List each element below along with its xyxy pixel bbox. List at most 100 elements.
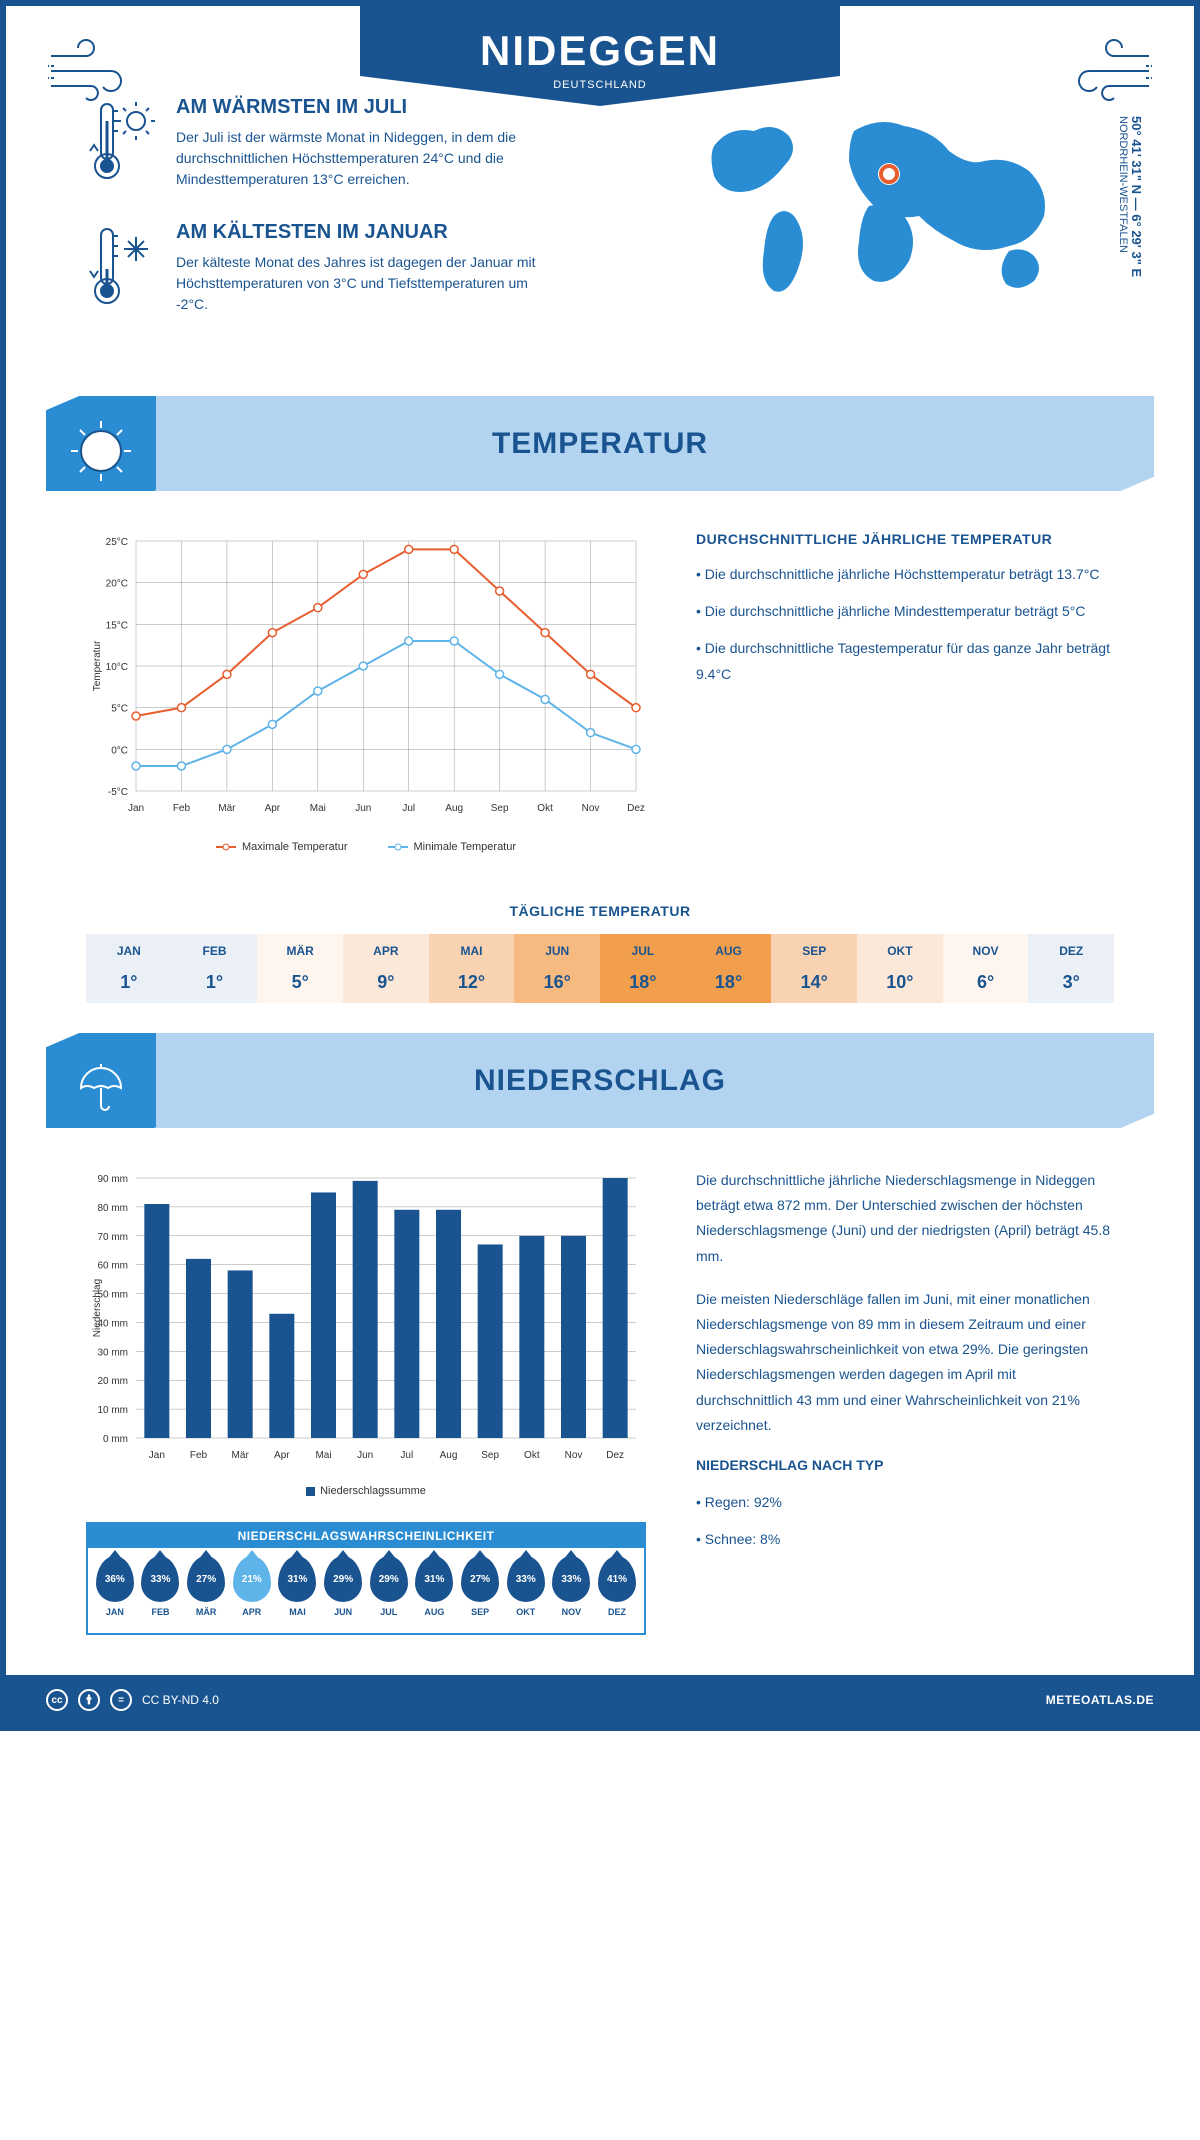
svg-text:Sep: Sep — [481, 1450, 499, 1461]
svg-text:Feb: Feb — [190, 1450, 208, 1461]
temp-cell: OKT10° — [857, 934, 943, 1003]
svg-text:Mär: Mär — [218, 803, 236, 814]
svg-text:20°C: 20°C — [106, 579, 128, 590]
precip-bar-chart: 0 mm10 mm20 mm30 mm40 mm50 mm60 mm70 mm8… — [86, 1168, 646, 1635]
svg-text:Mai: Mai — [315, 1450, 331, 1461]
svg-text:10 mm: 10 mm — [97, 1405, 128, 1416]
prob-drop: 31%AUG — [415, 1556, 453, 1617]
thermometer-snow-icon — [86, 221, 156, 316]
prob-drop: 33%OKT — [507, 1556, 545, 1617]
svg-text:Apr: Apr — [274, 1450, 290, 1461]
precip-info: Die durchschnittliche jährliche Niedersc… — [696, 1168, 1114, 1635]
temperature-info: DURCHSCHNITTLICHE JÄHRLICHE TEMPERATUR •… — [696, 531, 1114, 853]
svg-text:Feb: Feb — [173, 803, 191, 814]
section-header-precip: NIEDERSCHLAG — [46, 1033, 1154, 1128]
prob-drop: 29%JUN — [324, 1556, 362, 1617]
header: NIDEGGEN DEUTSCHLAND — [6, 6, 1194, 56]
svg-text:Jul: Jul — [402, 803, 415, 814]
svg-text:-5°C: -5°C — [108, 787, 128, 798]
prob-drop: 21%APR — [233, 1556, 271, 1617]
precip-row: 0 mm10 mm20 mm30 mm40 mm50 mm60 mm70 mm8… — [6, 1128, 1194, 1675]
svg-text:Temperatur: Temperatur — [92, 640, 103, 691]
temp-info-title: DURCHSCHNITTLICHE JÄHRLICHE TEMPERATUR — [696, 531, 1114, 547]
prob-title: NIEDERSCHLAGSWAHRSCHEINLICHKEIT — [88, 1524, 644, 1548]
section-header-temperature: TEMPERATUR — [46, 396, 1154, 491]
facts-column: AM WÄRMSTEN IM JULI Der Juli ist der wär… — [86, 96, 654, 346]
svg-text:90 mm: 90 mm — [97, 1174, 128, 1185]
city-name: NIDEGGEN — [480, 27, 720, 75]
infographic-page: NIDEGGEN DEUTSCHLAND AM WÄRMSTEN IM JULI… — [0, 0, 1200, 1731]
temp-cell: NOV6° — [943, 934, 1029, 1003]
site-name: METEOATLAS.DE — [1046, 1693, 1154, 1707]
svg-text:Jan: Jan — [128, 803, 144, 814]
svg-text:Mär: Mär — [232, 1450, 250, 1461]
warm-text: Der Juli ist der wärmste Monat in Nidegg… — [176, 127, 556, 190]
svg-text:Niederschlag: Niederschlag — [92, 1279, 103, 1337]
prob-drop: 27%MÄR — [187, 1556, 225, 1617]
prob-drop: 27%SEP — [461, 1556, 499, 1617]
nd-icon: = — [110, 1689, 132, 1711]
wind-icon — [46, 36, 146, 111]
daily-temp-title: TÄGLICHE TEMPERATUR — [6, 903, 1194, 919]
svg-text:30 mm: 30 mm — [97, 1347, 128, 1358]
temperature-row: -5°C 0°C 5°C 10°C 15°C 20°C 25°C Jan Feb Mär Apr Ma… — [6, 491, 1194, 893]
svg-text:5°C: 5°C — [111, 704, 128, 715]
cold-text: Der kälteste Monat des Jahres ist dagege… — [176, 252, 556, 315]
precip-probability-box: NIEDERSCHLAGSWAHRSCHEINLICHKEIT 36%JAN33… — [86, 1522, 646, 1635]
temp-cell: MÄR5° — [257, 934, 343, 1003]
svg-text:Aug: Aug — [440, 1450, 458, 1461]
svg-text:15°C: 15°C — [106, 620, 128, 631]
svg-text:Aug: Aug — [445, 803, 463, 814]
footer: cc 🛉 = CC BY-ND 4.0 METEOATLAS.DE — [6, 1675, 1194, 1725]
daily-temp-table: JAN1°FEB1°MÄR5°APR9°MAI12°JUN16°JUL18°AU… — [86, 934, 1114, 1003]
prob-drop: 33%NOV — [552, 1556, 590, 1617]
svg-text:Jun: Jun — [355, 803, 371, 814]
svg-text:Okt: Okt — [524, 1450, 540, 1461]
prob-drop: 29%JUL — [370, 1556, 408, 1617]
country-name: DEUTSCHLAND — [553, 79, 647, 91]
svg-text:Jun: Jun — [357, 1450, 373, 1461]
prob-drop: 41%DEZ — [598, 1556, 636, 1617]
world-map: 50° 41' 31" N — 6° 29' 3" E NORDRHEIN-WE… — [694, 96, 1114, 346]
title-banner: NIDEGGEN DEUTSCHLAND — [360, 6, 840, 106]
svg-text:0°C: 0°C — [111, 745, 128, 756]
svg-text:Nov: Nov — [582, 803, 600, 814]
sun-icon — [46, 396, 156, 506]
umbrella-icon — [46, 1033, 156, 1143]
license: cc 🛉 = CC BY-ND 4.0 — [46, 1689, 219, 1711]
svg-text:Nov: Nov — [565, 1450, 583, 1461]
svg-text:Jul: Jul — [400, 1450, 413, 1461]
by-icon: 🛉 — [78, 1689, 100, 1711]
temp-cell: MAI12° — [429, 934, 515, 1003]
svg-text:70 mm: 70 mm — [97, 1232, 128, 1243]
prob-drop: 36%JAN — [96, 1556, 134, 1617]
temp-cell: APR9° — [343, 934, 429, 1003]
cold-title: AM KÄLTESTEN IM JANUAR — [176, 221, 556, 244]
temp-cell: AUG18° — [686, 934, 772, 1003]
svg-text:60 mm: 60 mm — [97, 1261, 128, 1272]
prob-drop: 33%FEB — [141, 1556, 179, 1617]
svg-text:Mai: Mai — [310, 803, 326, 814]
temp-cell: JUL18° — [600, 934, 686, 1003]
svg-text:Dez: Dez — [627, 803, 645, 814]
temp-cell: FEB1° — [172, 934, 258, 1003]
section-title: NIEDERSCHLAG — [474, 1064, 726, 1098]
svg-text:10°C: 10°C — [106, 662, 128, 673]
temp-cell: DEZ3° — [1028, 934, 1114, 1003]
cc-icon: cc — [46, 1689, 68, 1711]
svg-text:20 mm: 20 mm — [97, 1376, 128, 1387]
svg-text:0 mm: 0 mm — [103, 1434, 128, 1445]
svg-text:Apr: Apr — [265, 803, 281, 814]
cold-fact: AM KÄLTESTEN IM JANUAR Der kälteste Mona… — [86, 221, 654, 316]
temperature-line-chart: -5°C 0°C 5°C 10°C 15°C 20°C 25°C Jan Feb Mär Apr Ma… — [86, 531, 646, 853]
svg-text:25°C: 25°C — [106, 537, 128, 548]
svg-text:Sep: Sep — [491, 803, 509, 814]
svg-text:Okt: Okt — [537, 803, 553, 814]
section-title: TEMPERATUR — [492, 427, 708, 461]
temp-cell: SEP14° — [771, 934, 857, 1003]
svg-text:Dez: Dez — [606, 1450, 624, 1461]
temp-cell: JUN16° — [514, 934, 600, 1003]
svg-text:Jan: Jan — [149, 1450, 165, 1461]
svg-text:80 mm: 80 mm — [97, 1203, 128, 1214]
prob-drop: 31%MAI — [278, 1556, 316, 1617]
